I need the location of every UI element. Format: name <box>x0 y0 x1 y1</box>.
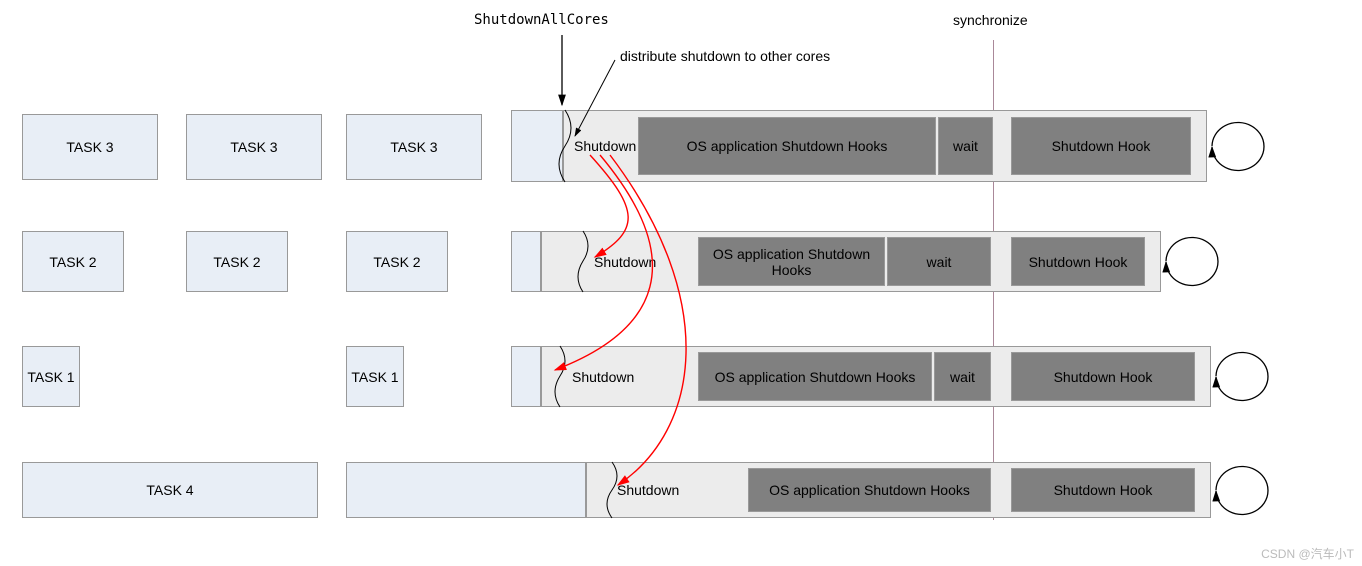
shutdown-label: Shutdown <box>594 254 656 270</box>
shutdown-hook-box: Shutdown Hook <box>1011 117 1191 175</box>
task-box: TASK 1 <box>346 346 404 407</box>
hooks-box: OS application Shutdown Hooks <box>698 352 932 401</box>
hooks-box: OS application Shutdown Hooks <box>638 117 936 175</box>
watermark: CSDN @汽车小T <box>1261 545 1354 562</box>
loop-icon <box>1166 238 1218 286</box>
shutdown-label: Shutdown <box>572 369 634 385</box>
label-shutdown-all-cores: ShutdownAllCores <box>474 12 609 28</box>
label-distribute: distribute shutdown to other cores <box>620 48 830 64</box>
loop-icon <box>1212 123 1264 171</box>
loop-icon <box>1216 466 1268 514</box>
shutdown-label: Shutdown <box>574 138 636 154</box>
task-box: TASK 4 <box>22 462 318 518</box>
task-box: TASK 3 <box>186 114 322 180</box>
bar-header <box>511 110 563 182</box>
bar-header <box>511 231 541 292</box>
shutdown-hook-box: Shutdown Hook <box>1011 237 1145 286</box>
shutdown-label: Shutdown <box>617 482 679 498</box>
hooks-box: OS application Shutdown Hooks <box>748 468 991 512</box>
red-arrow <box>610 155 686 485</box>
task-box: TASK 3 <box>346 114 482 180</box>
task-box: TASK 2 <box>186 231 288 292</box>
label-synchronize: synchronize <box>953 12 1028 28</box>
loop-icon <box>1216 353 1268 401</box>
shutdown-hook-box: Shutdown Hook <box>1011 352 1195 401</box>
wait-box: wait <box>934 352 991 401</box>
shutdown-hook-box: Shutdown Hook <box>1011 468 1195 512</box>
wait-box: wait <box>887 237 991 286</box>
task-box: TASK 3 <box>22 114 158 180</box>
bar-header <box>346 462 586 518</box>
task-box: TASK 1 <box>22 346 80 407</box>
task-box: TASK 2 <box>22 231 124 292</box>
bar-header <box>511 346 541 407</box>
task-box: TASK 2 <box>346 231 448 292</box>
wait-box: wait <box>938 117 993 175</box>
hooks-box: OS application Shutdown Hooks <box>698 237 885 286</box>
